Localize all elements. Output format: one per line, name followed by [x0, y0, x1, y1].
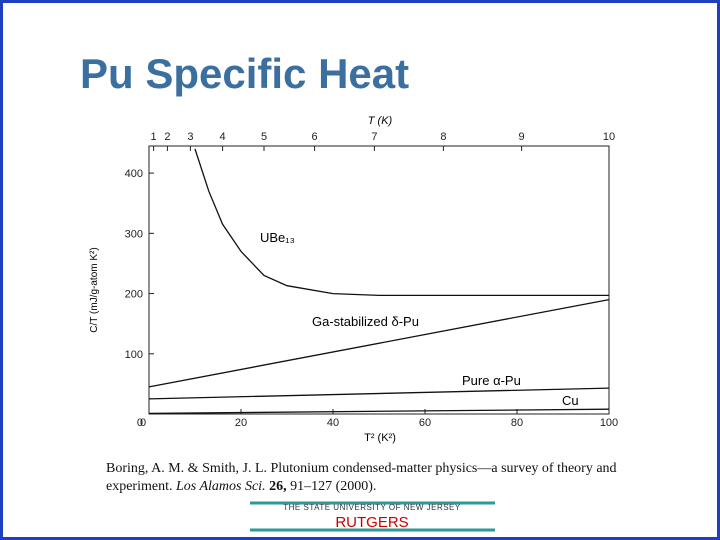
- series-label: Ga-stabilized δ-Pu: [312, 314, 419, 329]
- y-tick-label: 300: [125, 228, 143, 240]
- y-axis-label: C/T (mJ/g-atom K²): [89, 247, 100, 332]
- y-tick-label: 0: [137, 417, 143, 429]
- x-tick-label: 80: [511, 417, 523, 429]
- x-axis-label: T² (K²): [364, 432, 396, 444]
- top-tick-label: 9: [519, 131, 525, 143]
- series-line: [194, 148, 609, 297]
- x-tick-label: 100: [600, 417, 618, 429]
- top-tick-label: 8: [440, 131, 446, 143]
- top-tick-label: 7: [371, 131, 377, 143]
- citation-journal: Los Alamos Sci.: [175, 479, 266, 494]
- footer-name: RUTGERS: [335, 514, 408, 531]
- series-line: [148, 387, 610, 400]
- footer-university: THE STATE UNIVERSITY OF NEW JERSEY: [283, 503, 461, 512]
- plot-frame: [148, 145, 610, 415]
- series-label: UBe₁₃: [260, 230, 295, 245]
- top-tick-label: 6: [312, 131, 318, 143]
- y-tick-label: 400: [125, 168, 143, 180]
- series-line: [148, 298, 610, 388]
- x-tick-label: 0: [140, 417, 146, 429]
- x-tick-label: 20: [235, 417, 247, 429]
- x-tick-label: 40: [327, 417, 339, 429]
- series-line: [148, 408, 610, 415]
- top-tick-label: 5: [261, 131, 267, 143]
- top-tick-label: 10: [603, 131, 615, 143]
- citation-volume: 26,: [266, 479, 287, 494]
- series-label: Cu: [562, 393, 579, 408]
- top-tick-label: 3: [187, 131, 193, 143]
- top-tick-label: 4: [220, 131, 226, 143]
- top-tick-label: 1: [151, 131, 157, 143]
- slide-title: Pu Specific Heat: [80, 50, 409, 97]
- citation-text: 91–127 (2000).: [287, 479, 377, 494]
- citation-line: experiment. Los Alamos Sci. 26, 91–127 (…: [106, 479, 376, 494]
- top-tick-label: 2: [164, 131, 170, 143]
- top-axis-label: T (K): [368, 115, 393, 127]
- y-tick-label: 200: [125, 289, 143, 301]
- y-tick-label: 100: [125, 349, 143, 361]
- series-label: Pure α-Pu: [462, 373, 521, 388]
- citation-line: Boring, A. M. & Smith, J. L. Plutonium c…: [106, 461, 617, 476]
- x-tick-label: 60: [419, 417, 431, 429]
- citation-text: experiment.: [106, 479, 176, 494]
